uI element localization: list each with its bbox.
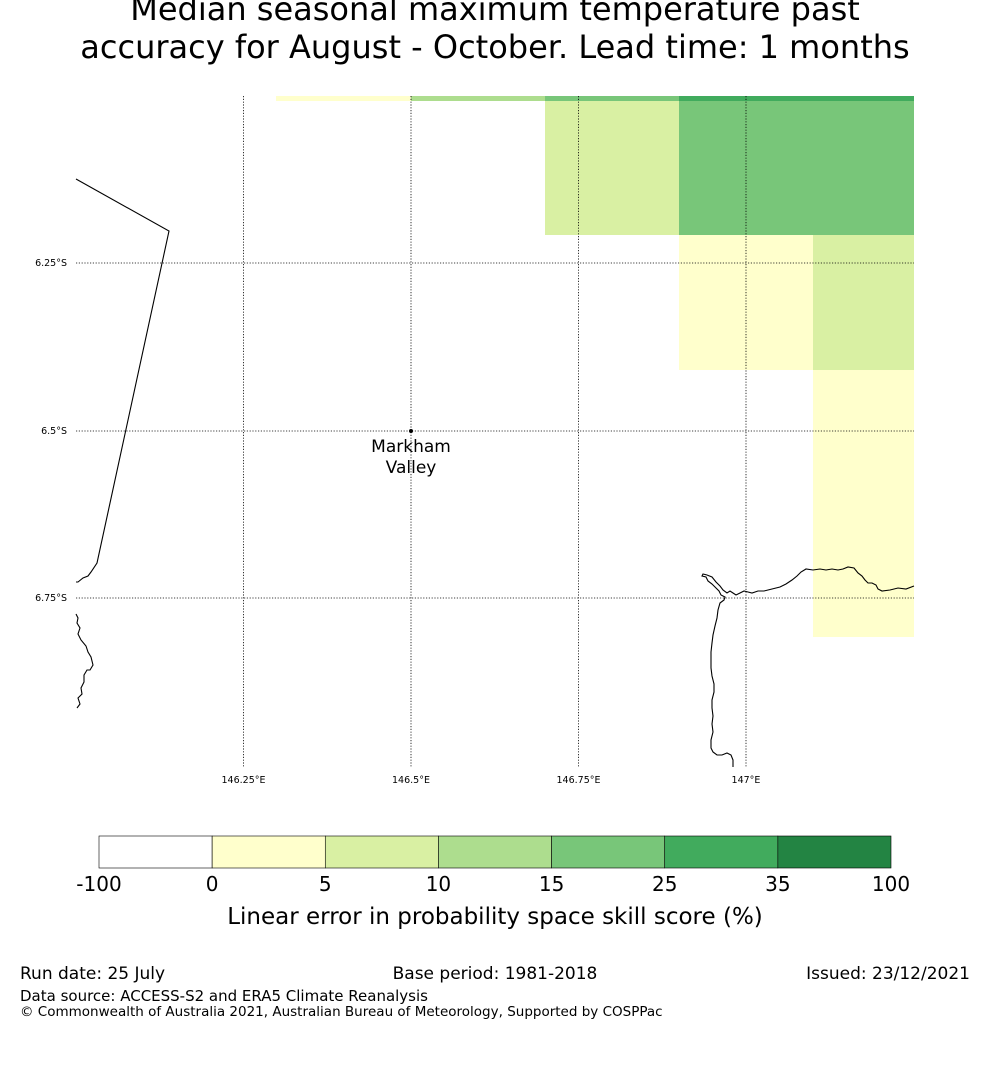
lon-label-146-75: 146.75°E bbox=[557, 775, 601, 786]
cell-yellow-3 bbox=[813, 370, 914, 637]
copyright: © Commonwealth of Australia 2021, Austra… bbox=[20, 1004, 663, 1020]
colorbar-segment bbox=[211, 835, 326, 869]
cell-midgreen-top bbox=[545, 96, 679, 101]
lat-label-6-75: 6.75°S bbox=[35, 593, 67, 604]
place-name-line-1: Markham bbox=[371, 437, 451, 457]
chart-title: Median seasonal maximum temperature past… bbox=[0, 0, 990, 66]
colorbar-segment bbox=[438, 835, 552, 869]
title-line-2: accuracy for August - October. Lead time… bbox=[80, 28, 910, 66]
base-period: Base period: 1981-2018 bbox=[392, 964, 598, 984]
colorbar-segment bbox=[664, 835, 779, 869]
colorbar-tick-label: 15 bbox=[539, 872, 564, 896]
coast-right bbox=[701, 566, 915, 767]
cell-yellow-2 bbox=[679, 235, 813, 370]
cell-lightgreen-top bbox=[411, 96, 545, 101]
colorbar-tick-label: 100 bbox=[872, 872, 910, 896]
boundary-line bbox=[75, 178, 170, 583]
cell-darkgreen-top bbox=[679, 96, 914, 101]
lon-label-146-25: 146.25°E bbox=[222, 775, 266, 786]
colorbar-tick-label: 35 bbox=[765, 872, 790, 896]
colorbar-tick-label: 5 bbox=[319, 872, 332, 896]
colorbar bbox=[98, 835, 892, 869]
coast-left-lower bbox=[75, 613, 94, 709]
lat-label-6-5: 6.5°S bbox=[41, 426, 67, 437]
skill-cells bbox=[276, 96, 914, 637]
colorbar-segment bbox=[777, 835, 892, 869]
cell-green-1 bbox=[679, 101, 914, 235]
title-line-1: Median seasonal maximum temperature past bbox=[130, 0, 860, 28]
lon-label-147: 147°E bbox=[732, 775, 761, 786]
colorbar-tick-label: -100 bbox=[76, 872, 121, 896]
colorbar-segment bbox=[324, 835, 439, 869]
colorbar-tick-label: 10 bbox=[426, 872, 451, 896]
coastlines bbox=[75, 178, 915, 767]
issued-date: Issued: 23/12/2021 bbox=[806, 964, 970, 984]
data-source: Data source: ACCESS-S2 and ERA5 Climate … bbox=[20, 987, 428, 1005]
colorbar-segment bbox=[98, 835, 213, 869]
colorbar-title: Linear error in probability space skill … bbox=[227, 904, 763, 930]
colorbar-tick-label: 0 bbox=[206, 872, 219, 896]
colorbar-segment bbox=[551, 835, 666, 869]
run-date: Run date: 25 July bbox=[20, 964, 166, 984]
gridlines bbox=[76, 96, 914, 767]
lon-label-146-5: 146.5°E bbox=[392, 775, 430, 786]
colorbar-tick-label: 25 bbox=[652, 872, 677, 896]
cell-yellow-top bbox=[276, 96, 411, 101]
colorbar-ticks: -100 0 5 10 15 25 35 100 bbox=[76, 872, 910, 896]
cell-palegreen-2 bbox=[813, 235, 914, 370]
lat-label-6-25: 6.25°S bbox=[35, 258, 67, 269]
place-name-line-2: Valley bbox=[386, 458, 437, 478]
cell-palegreen-1 bbox=[545, 101, 679, 235]
place-marker-dot bbox=[409, 429, 413, 433]
